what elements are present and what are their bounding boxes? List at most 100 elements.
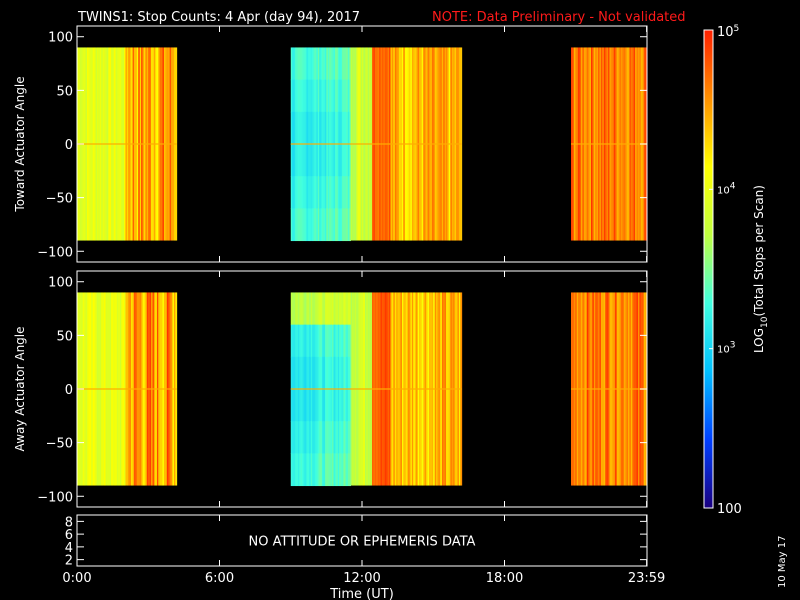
heat-cell [297, 292, 300, 326]
heat-cell [324, 356, 327, 390]
heat-cell [307, 421, 310, 454]
heat-cell [316, 111, 319, 145]
heat-cell [313, 144, 316, 177]
heat-cell [322, 47, 324, 81]
heat-cell [326, 292, 329, 326]
heat-cell [329, 111, 332, 145]
heat-cell [340, 79, 343, 113]
heat-cell [300, 208, 303, 242]
heat-cell [340, 144, 343, 177]
heat-cell [323, 208, 326, 242]
heat-cell [310, 292, 313, 326]
heat-cell [297, 356, 300, 390]
heat-cell [305, 144, 307, 177]
heat-cell [309, 144, 312, 177]
heat-cell [329, 356, 332, 390]
heat-cell [322, 453, 324, 487]
heat-cell [336, 47, 339, 81]
heat-cell [326, 356, 329, 390]
heat-cell [302, 421, 304, 454]
heat-cell [346, 453, 349, 487]
heat-cell [314, 47, 317, 81]
heat-cell [320, 47, 323, 81]
heat-cell [326, 144, 329, 177]
heat-cell [313, 389, 316, 422]
heat-cell [313, 453, 316, 487]
heat-cell [320, 324, 323, 358]
heat-cell [337, 111, 340, 145]
heat-cell [295, 421, 297, 454]
heat-cell [305, 176, 307, 209]
heat-cell [342, 111, 344, 145]
heat-cell [314, 421, 317, 454]
heat-cell [327, 47, 330, 81]
heat-cell [299, 389, 302, 422]
heat-cell [332, 421, 334, 454]
heat-cell [334, 111, 337, 145]
heat-cell [343, 453, 346, 487]
colorbar: 105 104 103 100 LOG10(Total Stops per Scan) [703, 24, 770, 517]
heat-cell [347, 421, 350, 454]
heat-cell [349, 324, 351, 358]
heat-cell [347, 324, 350, 358]
heat-cell [307, 453, 310, 487]
heat-cell [310, 208, 313, 242]
heat-cell [349, 356, 351, 390]
heat-cell [292, 144, 294, 177]
heat-cell [300, 324, 303, 358]
heat-cell [309, 421, 312, 454]
heat-cell [324, 79, 327, 113]
heat-cell [344, 324, 347, 358]
heat-cell [337, 47, 340, 81]
heat-cell [337, 421, 340, 454]
heat-cell [344, 47, 347, 81]
heat-cell [297, 421, 300, 454]
data-segment [77, 47, 178, 241]
heat-cell [292, 421, 294, 454]
heat-cell [314, 356, 317, 390]
heat-cell [316, 176, 319, 209]
heat-cell [317, 453, 320, 487]
heat-cell [302, 356, 304, 390]
heat-cell [296, 453, 299, 487]
heat-cell [324, 176, 327, 209]
heat-cell [317, 421, 320, 454]
heat-cell [343, 111, 346, 145]
heat-cell [313, 176, 316, 209]
heat-cell [310, 47, 313, 81]
heat-cell [290, 421, 293, 454]
heat-cell [327, 208, 330, 242]
heat-cell [309, 389, 312, 422]
heat-cell [307, 111, 310, 145]
heat-cell [293, 324, 296, 358]
heat-cell [337, 292, 340, 326]
x-tick-label: 6:00 [205, 571, 234, 586]
y-axis-label: Away Actuator Angle [13, 326, 27, 451]
heat-cell [322, 421, 324, 454]
heat-cell [329, 144, 332, 177]
heat-cell [292, 176, 294, 209]
heat-cell [347, 47, 350, 81]
heat-cell [293, 47, 296, 81]
heat-cell [340, 111, 343, 145]
heat-cell [292, 208, 294, 242]
heat-cell [323, 79, 326, 113]
heat-cell [296, 79, 299, 113]
heat-cell [340, 324, 343, 358]
heat-cell [300, 144, 303, 177]
heat-cell [342, 453, 344, 487]
heat-cell [295, 292, 297, 326]
heat-cell [312, 111, 314, 145]
heat-cell [300, 111, 303, 145]
heat-cell [307, 356, 310, 390]
heat-cell [295, 176, 297, 209]
heat-cell [316, 79, 319, 113]
heat-cell [337, 208, 340, 242]
heat-cell [312, 324, 314, 358]
heat-cell [323, 47, 326, 81]
heat-cell [302, 208, 304, 242]
heat-cell [306, 208, 309, 242]
heat-cell [324, 208, 327, 242]
heat-cell [347, 453, 350, 487]
heat-cell [333, 111, 336, 145]
